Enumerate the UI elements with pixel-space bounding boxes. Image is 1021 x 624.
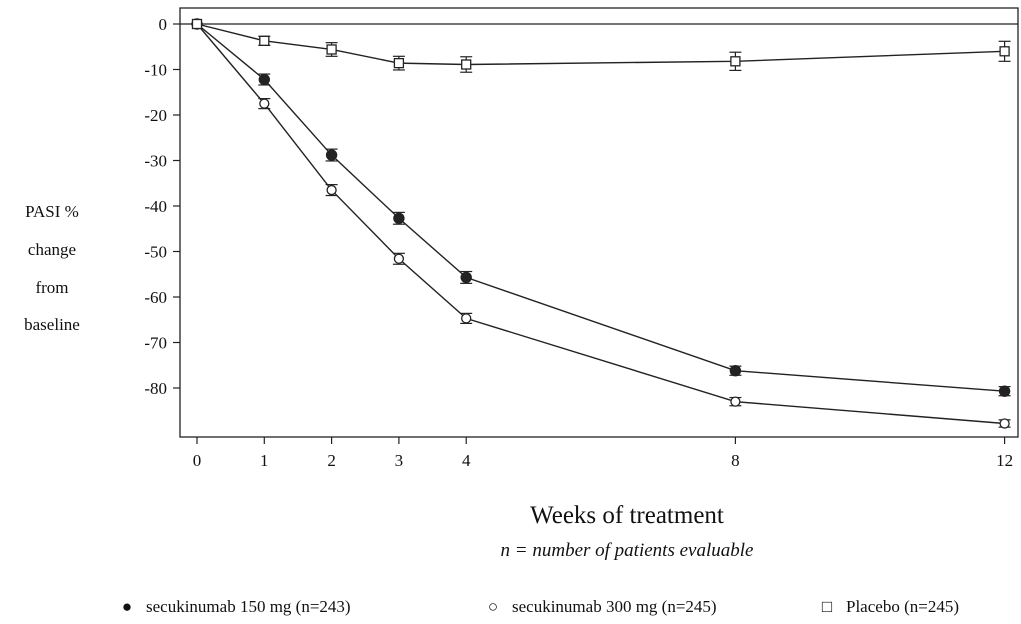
data-point [461, 313, 472, 324]
x-tick-label: 12 [996, 451, 1013, 470]
x-tick-label: 8 [731, 451, 740, 470]
y-tick-label: -80 [144, 379, 167, 398]
y-tick-label: 0 [159, 15, 168, 34]
y-tick-label: -10 [144, 61, 167, 80]
legend-label: Placebo (n=245) [846, 597, 959, 616]
y-axis-title-line: from [35, 278, 69, 297]
x-axis-title: Weeks of treatment [530, 502, 724, 529]
data-point [730, 56, 741, 67]
y-axis-title-line: change [27, 240, 77, 259]
x-axis-note: n = number of patients evaluable [501, 540, 754, 561]
data-point [393, 253, 405, 264]
data-point [258, 73, 270, 86]
filled-circle-icon: ● [121, 597, 133, 616]
data-point [259, 35, 270, 46]
data-point [393, 57, 405, 69]
y-tick-label: -40 [144, 197, 167, 216]
data-point [191, 18, 203, 30]
data-point [999, 46, 1010, 57]
data-point [999, 418, 1010, 429]
y-tick-label: -70 [144, 334, 167, 353]
series-line [196, 23, 1005, 392]
legend-label: secukinumab 150 mg (n=243) [146, 597, 351, 616]
x-tick-label: 1 [260, 451, 269, 470]
data-point [393, 212, 405, 224]
y-tick-label: -50 [144, 243, 167, 262]
y-axis-title-line: PASI % [25, 202, 79, 221]
y-tick-label: -20 [144, 106, 167, 125]
open-circle-icon: ○ [487, 597, 499, 616]
data-point [325, 149, 338, 161]
legend-item-secukinumab-150: ● secukinumab 150 mg (n=243) [120, 597, 351, 617]
y-tick-label: -60 [144, 288, 167, 307]
legend-item-placebo: □ Placebo (n=245) [820, 597, 959, 617]
data-point [998, 385, 1011, 397]
legend-label: secukinumab 300 mg (n=245) [512, 597, 717, 616]
data-point [259, 98, 270, 109]
open-square-icon: □ [821, 597, 833, 616]
data-point [729, 365, 742, 377]
x-tick-label: 4 [462, 451, 471, 470]
series-line [196, 23, 1005, 66]
plot-frame [179, 7, 1019, 438]
y-axis-title-line: baseline [24, 315, 80, 334]
x-tick-label: 3 [395, 451, 404, 470]
data-point [730, 396, 741, 407]
data-point [326, 184, 337, 196]
x-tick-label: 2 [327, 451, 336, 470]
x-tick-label: 0 [193, 451, 202, 470]
series-line [196, 23, 1005, 425]
data-point [326, 44, 337, 55]
legend-item-secukinumab-300: ○ secukinumab 300 mg (n=245) [486, 597, 717, 617]
y-tick-label: -30 [144, 152, 167, 171]
data-point [461, 59, 472, 70]
data-point [460, 271, 472, 284]
